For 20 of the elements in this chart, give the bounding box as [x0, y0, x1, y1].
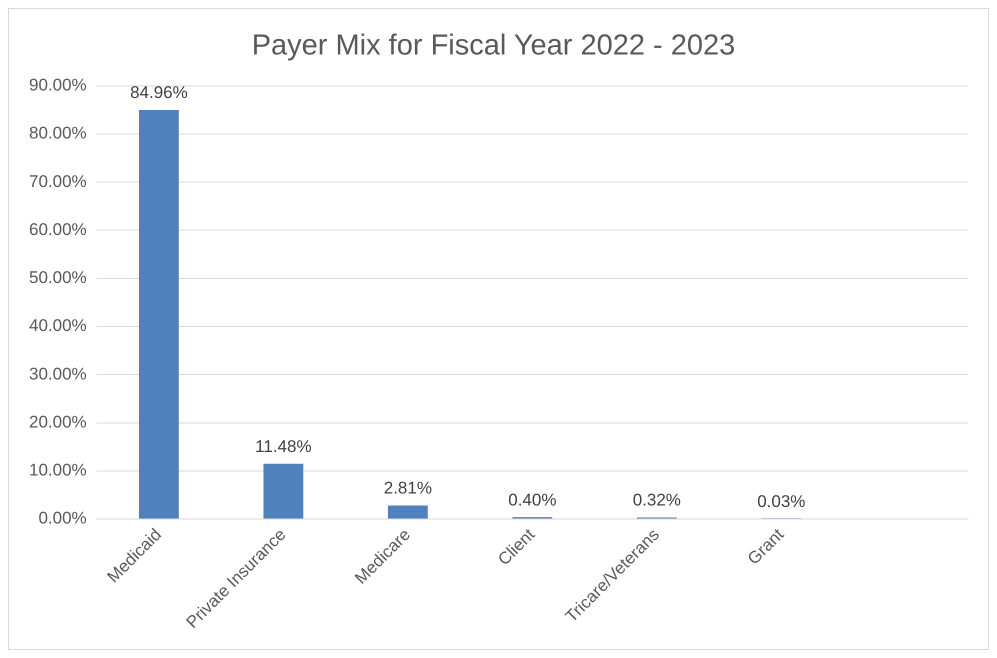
y-tick-label: 0.00% [38, 508, 87, 528]
y-tick-label: 80.00% [28, 124, 87, 143]
y-tick-label: 20.00% [28, 412, 87, 432]
bar [388, 506, 428, 519]
y-tick-label: 10.00% [28, 460, 87, 480]
y-tick-label: 30.00% [28, 364, 87, 384]
y-tick-label: 40.00% [28, 316, 87, 336]
bar [263, 464, 304, 519]
data-label: 11.48% [255, 436, 312, 456]
data-label: 2.81% [384, 478, 432, 498]
chart-title: Payer Mix for Fiscal Year 2022 - 2023 [252, 29, 736, 62]
y-tick-label: 70.00% [28, 172, 87, 191]
y-tick-label: 90.00% [28, 75, 87, 94]
data-label: 0.32% [632, 490, 681, 510]
y-tick-label: 60.00% [28, 220, 87, 239]
data-label: 84.96% [130, 83, 188, 102]
y-tick-label: 50.00% [28, 268, 87, 288]
data-label: 0.40% [508, 490, 556, 510]
bar [138, 110, 179, 519]
data-label: 0.03% [757, 492, 806, 512]
